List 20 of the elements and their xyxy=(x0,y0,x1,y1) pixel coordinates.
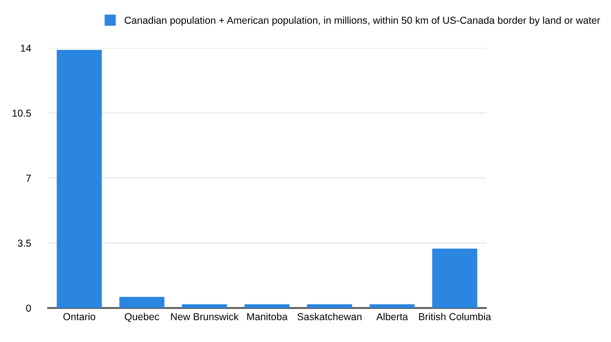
x-tick-label: New Brunswick xyxy=(171,312,239,320)
x-tick-label: Ontario xyxy=(63,312,96,320)
y-tick-label: 7 xyxy=(26,174,31,182)
x-tick-label: Alberta xyxy=(376,312,408,320)
bar xyxy=(244,304,290,308)
y-tick-label: 14 xyxy=(20,44,32,52)
bar xyxy=(56,50,102,308)
legend-label: Canadian population + American population, in millions, within 50 km of US-Canada border by land or water xyxy=(124,16,600,26)
bar xyxy=(370,304,415,308)
bar xyxy=(307,304,352,308)
y-tick-label: 10.5 xyxy=(12,110,31,117)
x-tick-label: British Columbia xyxy=(419,312,492,320)
x-tick-label: Quebec xyxy=(124,312,160,322)
bar xyxy=(119,296,164,308)
x-tick-label: Manitoba xyxy=(247,312,288,320)
y-tick-label: 0 xyxy=(26,304,31,312)
bar xyxy=(432,248,478,308)
x-tick-label: Saskatchewan xyxy=(298,312,362,320)
y-tick-label: 3.5 xyxy=(18,240,31,247)
bar xyxy=(182,304,227,308)
